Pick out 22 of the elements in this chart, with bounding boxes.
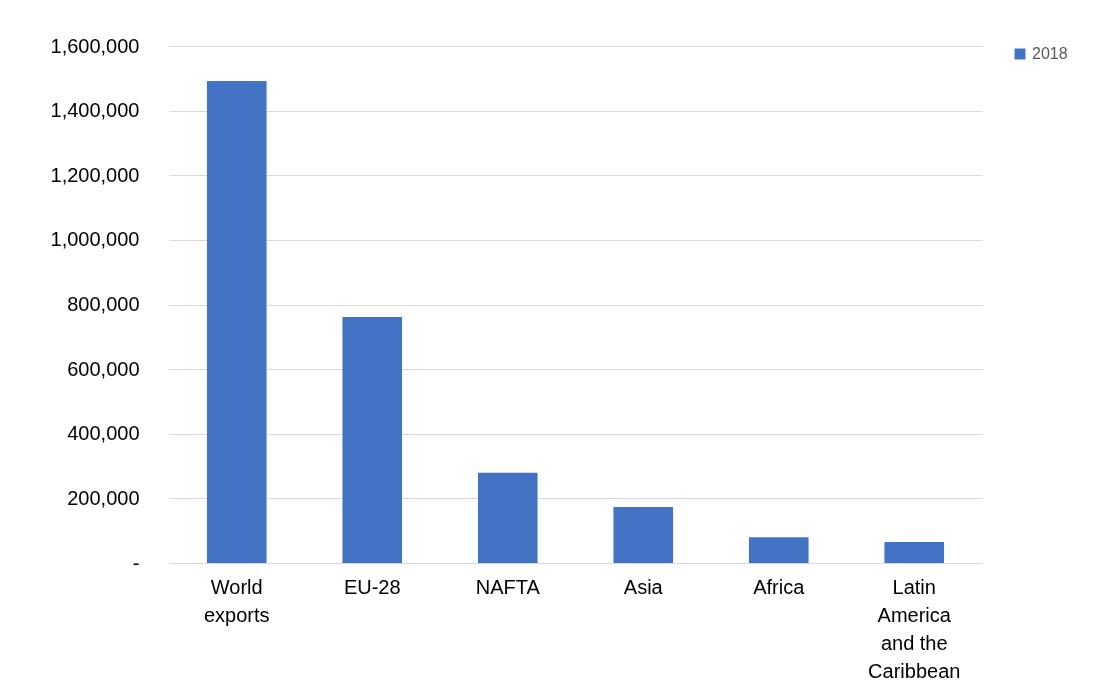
y-tick-label: 1,000,000 [50, 228, 140, 251]
bar [884, 542, 945, 563]
y-tick-label: 1,200,000 [50, 163, 140, 186]
y-tick-label: 800,000 [67, 293, 140, 315]
bar [342, 317, 403, 563]
y-tick-label: 1,600,000 [50, 34, 140, 57]
bar [613, 507, 674, 563]
x-tick-label: Africa [753, 575, 806, 598]
y-tick-label: 600,000 [67, 357, 140, 380]
x-tick-label: Latin America and the Caribbean [868, 575, 961, 682]
legend-label: 2018 [1032, 45, 1068, 62]
x-tick-label: Asia [623, 575, 664, 598]
y-tick-label: 200,000 [67, 486, 140, 509]
y-tick-label: - [132, 551, 140, 574]
y-tick-label: 1,400,000 [50, 99, 140, 122]
x-tick-label: World exports [203, 575, 270, 626]
bar [206, 80, 267, 563]
bar [477, 472, 538, 563]
y-tick-label: 400,000 [67, 422, 140, 445]
x-tick-label: NAFTA [475, 575, 541, 598]
x-tick-label: EU-28 [343, 575, 401, 598]
bar [748, 537, 809, 563]
